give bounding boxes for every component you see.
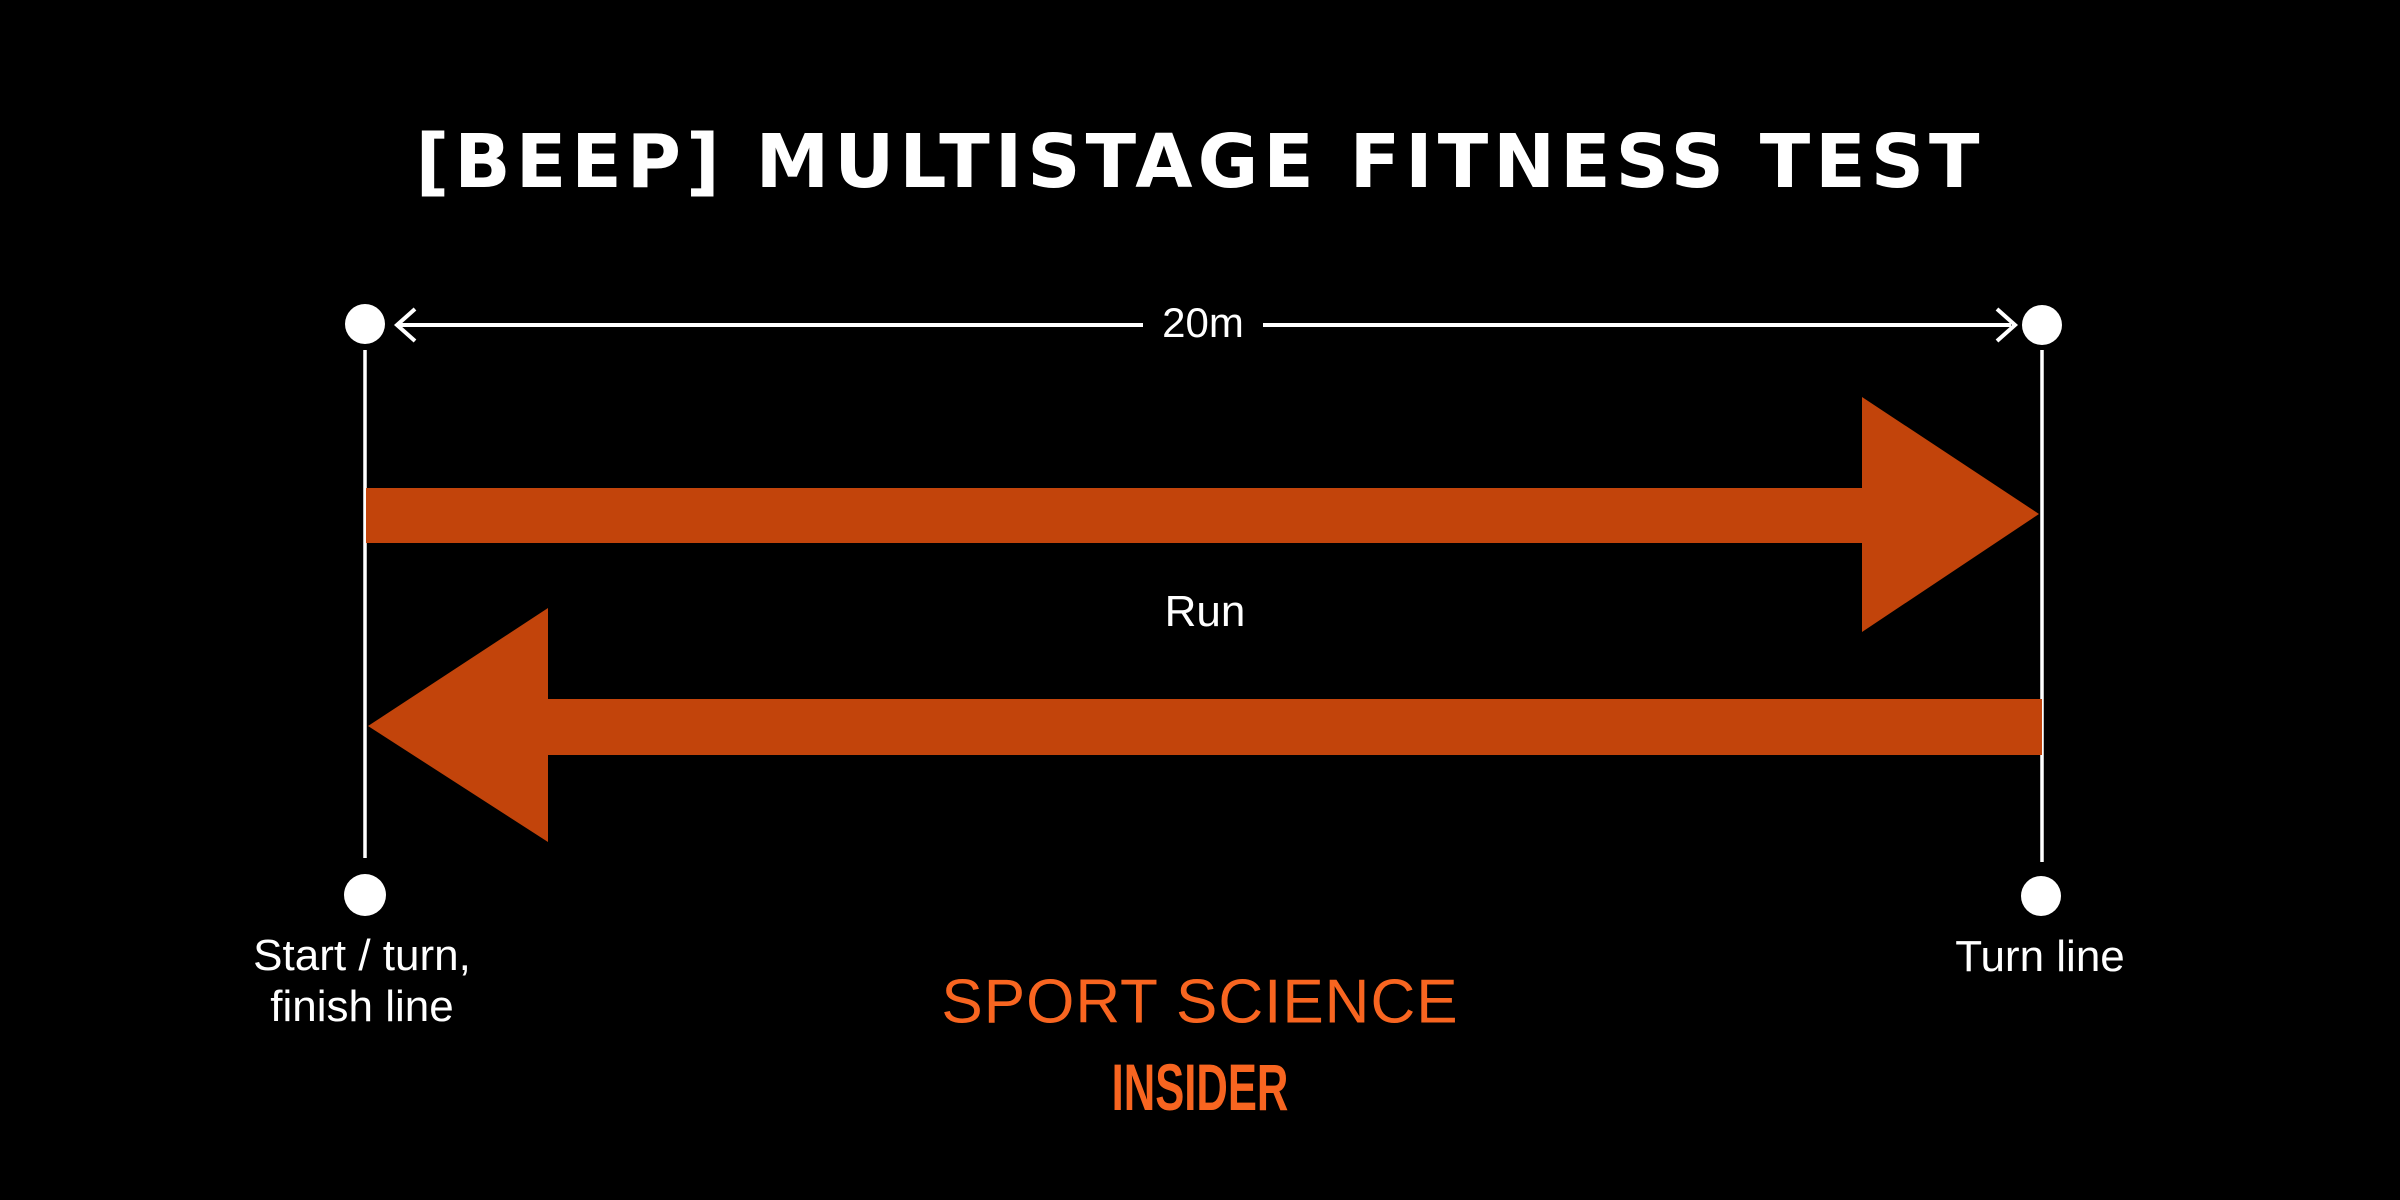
start-line-label-line2: finish line xyxy=(270,982,454,1031)
turn-line-top-marker-dot xyxy=(2022,305,2062,345)
run-right-arrow-icon xyxy=(366,397,2039,632)
run-label: Run xyxy=(1164,587,1246,636)
brand-subname-text: INSIDER xyxy=(1111,1050,1289,1124)
turn-line-label: Turn line xyxy=(1955,932,2125,981)
distance-label: 20m xyxy=(1162,299,1244,346)
distance-line-left-arrowhead-icon xyxy=(393,307,417,343)
start-line-label: Start / turn, finish line xyxy=(253,930,471,1032)
brand-name: SPORT SCIENCE xyxy=(941,967,1459,1037)
run-left-arrow-icon xyxy=(368,608,2042,842)
start-line-top-marker-dot xyxy=(345,304,385,344)
page-title: [BEEP] MULTISTAGE FITNESS TEST xyxy=(415,119,1985,205)
start-line-bottom-marker-dot xyxy=(344,874,386,916)
turn-line-bottom-marker-dot xyxy=(2021,876,2061,916)
start-line-label-line1: Start / turn, xyxy=(253,930,471,980)
distance-line-right-arrowhead-icon xyxy=(1995,307,2019,343)
brand-subname: INSIDER xyxy=(1066,1049,1334,1125)
